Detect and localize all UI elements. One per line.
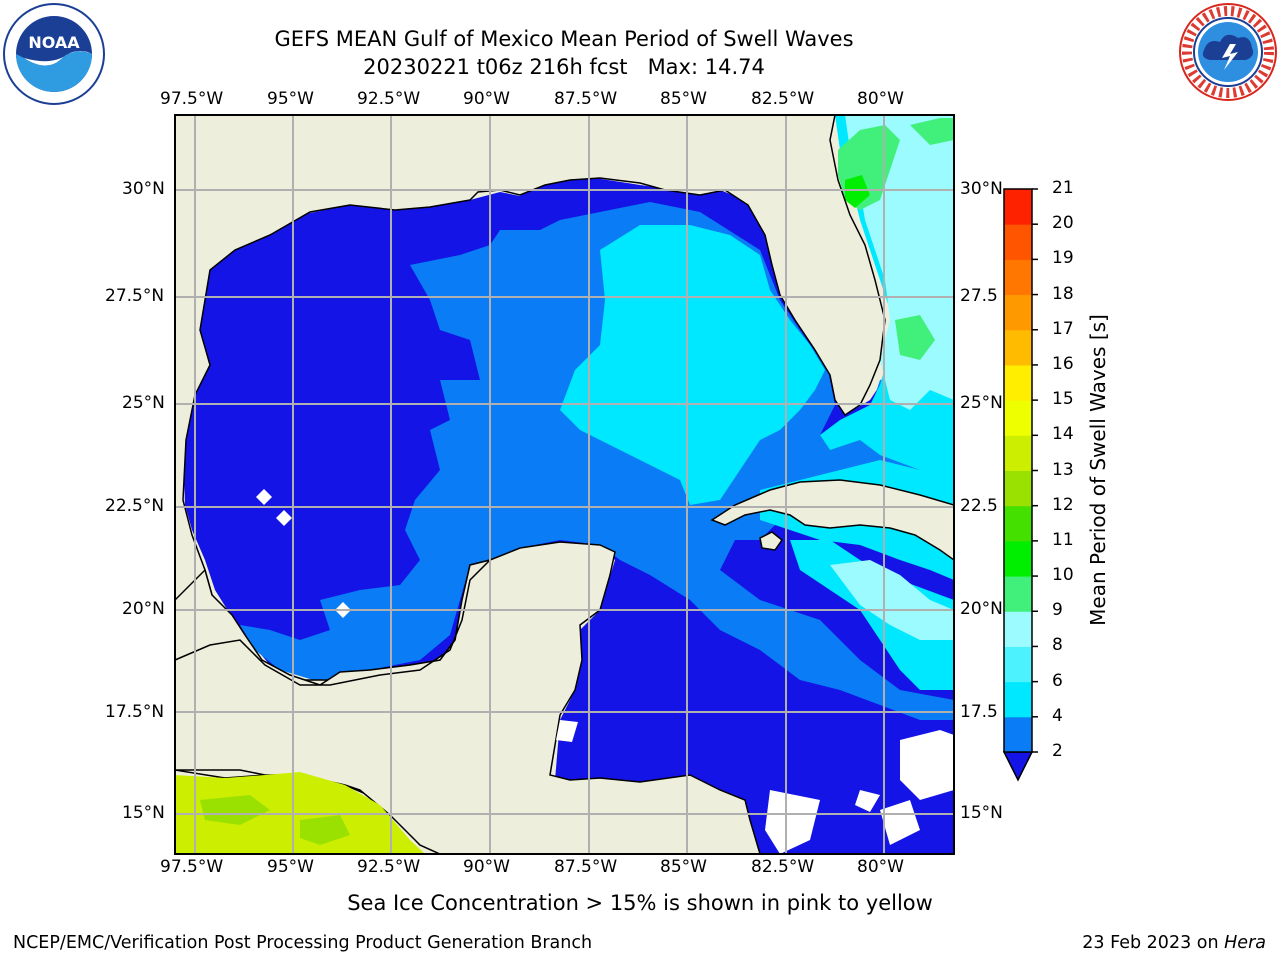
colorbar-tick-label: 4 (1052, 705, 1063, 726)
map-gridlines (175, 115, 954, 854)
footer-date: 23 Feb 2023 on Hera (1082, 933, 1266, 953)
colorbar-block (1004, 681, 1032, 718)
colorbar-block (1004, 435, 1032, 471)
colorbar-extend-low (1002, 751, 1034, 782)
colorbar-tick-label: 20 (1052, 213, 1074, 234)
colorbar-block (1004, 540, 1032, 577)
contour-11-12 (200, 795, 350, 845)
map-area (175, 115, 954, 854)
colorbar-tick-label: 14 (1052, 424, 1074, 445)
colorbar-tick-label: 17 (1052, 318, 1074, 339)
land-us-north (175, 115, 886, 651)
no-data-spots (256, 489, 954, 854)
colorbar-block (1004, 576, 1032, 612)
contour-6-8 (560, 115, 954, 690)
lon-tick-top-1: 97.5°W (160, 89, 224, 109)
colorbar-tick-label: 8 (1052, 635, 1063, 656)
colorbar-block (1004, 364, 1032, 401)
colorbar-tick-label: 2 (1052, 741, 1063, 761)
lon-tick-top-4: 90°W (463, 89, 510, 109)
colorbar-block (1004, 611, 1032, 647)
lon-tick-bottom-6: 85°W (660, 857, 707, 877)
colorbar-tick-label: 9 (1052, 600, 1063, 621)
map-subtitle: 20230221 t06z 216h fcst Max: 14.74 (363, 55, 765, 79)
lat-tick-right-5: 20°N (960, 599, 1003, 619)
lat-tick-left-3: 25°N (122, 393, 165, 413)
colorbar-tick-label: 16 (1052, 353, 1074, 374)
colorbar-block (1004, 294, 1032, 331)
colorbar-tick-label: 13 (1052, 459, 1074, 480)
sea-ice-note: Sea Ice Concentration > 15% is shown in … (347, 891, 933, 915)
colorbar-block (1004, 716, 1032, 753)
lon-tick-bottom-8: 80°W (857, 857, 904, 877)
colorbar-tick-label: 12 (1052, 494, 1074, 515)
lat-tick-left-1: 30°N (122, 179, 165, 199)
nws-logo-icon (1179, 3, 1277, 101)
colorbar-tick-label: 10 (1052, 565, 1074, 586)
colorbar-block (1004, 400, 1032, 436)
colorbar-tick-label: 21 (1052, 178, 1074, 198)
lat-tick-left-6: 17.5°N (105, 702, 165, 722)
colorbar-tick-label: 6 (1052, 670, 1063, 691)
lon-tick-top-3: 92.5°W (357, 89, 421, 109)
land-cuba (710, 479, 954, 561)
lat-tick-left-4: 22.5°N (105, 496, 165, 516)
noaa-logo-text: NOAA (28, 33, 80, 52)
footer-credit: NCEP/EMC/Verification Post Processing Pr… (13, 933, 593, 953)
colorbar-tick-label: 19 (1052, 248, 1074, 269)
lat-tick-left-5: 20°N (122, 599, 165, 619)
footer-date-text: 23 Feb 2023 on (1082, 933, 1225, 953)
colorbar-block (1004, 329, 1032, 366)
footer-machine: Hera (1224, 933, 1266, 953)
lon-tick-bottom-5: 87.5°W (554, 857, 618, 877)
land-isla-juventud (759, 531, 784, 551)
lon-tick-top-2: 95°W (267, 89, 314, 109)
lat-tick-left-7: 15°N (122, 803, 165, 823)
lat-tick-right-2: 27.5 (960, 286, 998, 306)
contour-10-11 (845, 175, 870, 208)
map-frame (174, 114, 955, 855)
lon-tick-top-8: 80°W (857, 89, 904, 109)
lat-tick-right-1: 30°N (960, 179, 1003, 199)
colorbar-block (1004, 224, 1032, 260)
map-title: GEFS MEAN Gulf of Mexico Mean Period of … (274, 27, 854, 51)
colorbar-tick-label: 15 (1052, 389, 1074, 410)
colorbar-tick-label: 18 (1052, 283, 1074, 304)
lon-tick-bottom-1: 97.5°W (160, 857, 224, 877)
noaa-logo-icon: NOAA (3, 3, 105, 105)
lon-tick-bottom-3: 92.5°W (357, 857, 421, 877)
lon-tick-bottom-7: 82.5°W (751, 857, 815, 877)
colorbar-block (1004, 505, 1032, 542)
colorbar-block (1004, 189, 1032, 225)
colorbar-block (1004, 470, 1032, 507)
lat-tick-right-3: 25°N (960, 393, 1003, 413)
colorbar-block (1004, 259, 1032, 296)
lat-tick-left-2: 27.5°N (105, 286, 165, 306)
lat-tick-right-6: 17.5 (960, 702, 998, 722)
lon-tick-bottom-4: 90°W (463, 857, 510, 877)
contour-8-9 (830, 115, 954, 640)
colorbar (1002, 188, 1038, 782)
lon-tick-bottom-2: 95°W (267, 857, 314, 877)
colorbar-tick-label: 11 (1052, 529, 1074, 550)
land-mexico-west (175, 558, 493, 686)
lon-tick-top-6: 85°W (660, 89, 707, 109)
lat-tick-right-7: 15°N (960, 803, 1003, 823)
lon-tick-top-7: 82.5°W (751, 89, 815, 109)
lon-tick-top-5: 87.5°W (554, 89, 618, 109)
colorbar-block (1004, 646, 1032, 683)
contour-9-10 (838, 118, 954, 360)
colorbar-label: Mean Period of Swell Waves [s] (1086, 314, 1110, 626)
lat-tick-right-4: 22.5 (960, 496, 998, 516)
